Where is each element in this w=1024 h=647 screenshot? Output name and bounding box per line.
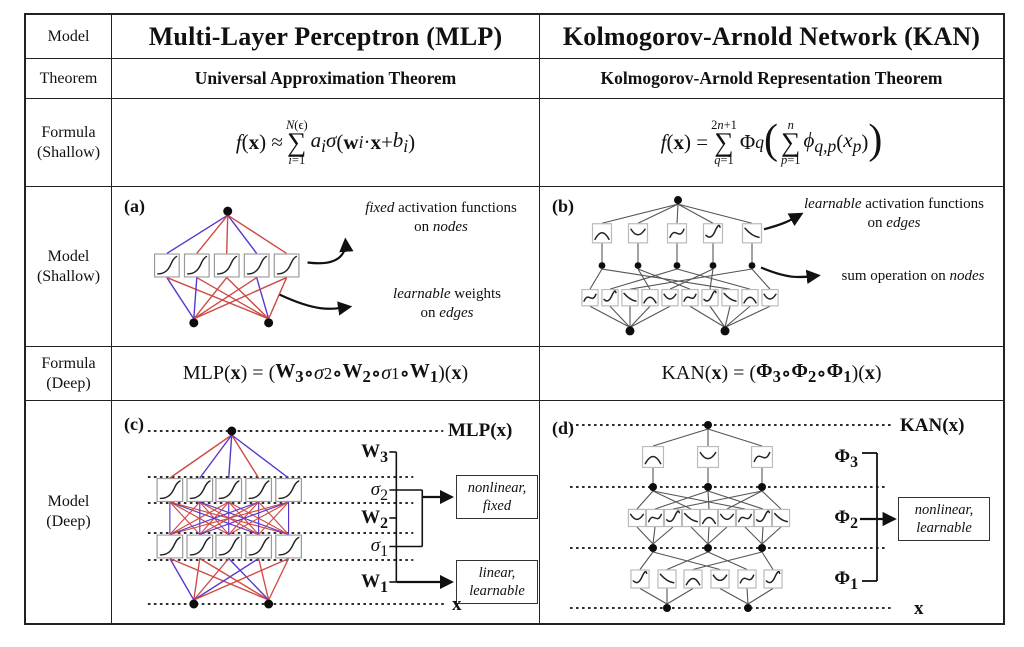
kan-formula-deep: KAN(x) = (Φ3 ∘ Φ2 ∘ Φ1)(x) [540,347,1003,401]
kan-output-label: KAN(x) [900,415,965,436]
row-label-model-shallow: Model (Shallow) [26,187,112,347]
mlp-shallow-diagram: (a) fixed activation functions on nodes l… [112,187,540,347]
row-label-model-deep: Model (Deep) [26,401,112,623]
layer-label-phi1: Φ1 [834,568,858,593]
row-label-model: Model [26,15,112,59]
kan-shallow-diagram: (b) learnable activation functions on edg… [540,187,1003,347]
row-label-theorem: Theorem [26,59,112,99]
kan-title: Kolmogorov-Arnold Network (KAN) [540,15,1003,59]
kan-shallow-network [581,196,821,336]
mlp-deep-network [147,426,455,609]
mlp-shallow-network [153,206,354,328]
mlp-deep-diagram: (c) MLP(x) W3 σ2 W2 σ1 W1 nonlinear, fixe… [112,401,540,623]
kan-deep-network [570,421,897,612]
kan-deep-diagram: (d) KAN(x) Φ3 Φ2 Φ1 nonlinear, learnable … [540,401,1003,623]
annotation-sum-operation: sum operation on nodes [841,268,985,284]
mlp-input-label: x [452,594,462,615]
nonlinear-fixed-box: nonlinear, fixed [456,475,538,519]
row-label-formula-shallow: Formula (Shallow) [26,99,112,187]
panel-tag-b: (b) [552,196,574,216]
nonlinear-learnable-box: nonlinear, learnable [898,497,990,541]
kan-input-label: x [914,598,924,619]
panel-tag-a: (a) [124,196,145,216]
layer-label-w1: W1 [361,571,388,596]
row-label-formula-deep: Formula (Deep) [26,347,112,401]
layer-label-sigma1: σ1 [370,535,388,560]
panel-tag-c: (c) [124,414,144,434]
kan-theorem: Kolmogorov-Arnold Representation Theorem [540,59,1003,99]
layer-label-w2: W2 [361,507,388,532]
layer-label-w3: W3 [361,441,388,466]
panel-tag-d: (d) [552,418,574,438]
linear-learnable-box: linear, learnable [456,560,538,604]
annotation-fixed-activations: fixed activation functions on nodes [365,200,517,235]
mlp-title: Multi-Layer Perceptron (MLP) [112,15,540,59]
comparison-table: Model Multi-Layer Perceptron (MLP) Kolmo… [24,13,1005,625]
annotation-learnable-weights: learnable weights on edges [393,286,501,321]
layer-label-sigma2: σ2 [370,479,388,504]
mlp-theorem: Universal Approximation Theorem [112,59,540,99]
mlp-formula-shallow: f(x) ≈ N(ϵ) ∑ i=1 aiσ(w i · x + bi) [112,99,540,187]
layer-label-phi2: Φ2 [834,507,858,532]
annotation-learnable-activations: learnable activation functions on edges [804,196,984,231]
layer-label-phi3: Φ3 [834,446,858,471]
mlp-output-label: MLP(x) [448,420,513,441]
